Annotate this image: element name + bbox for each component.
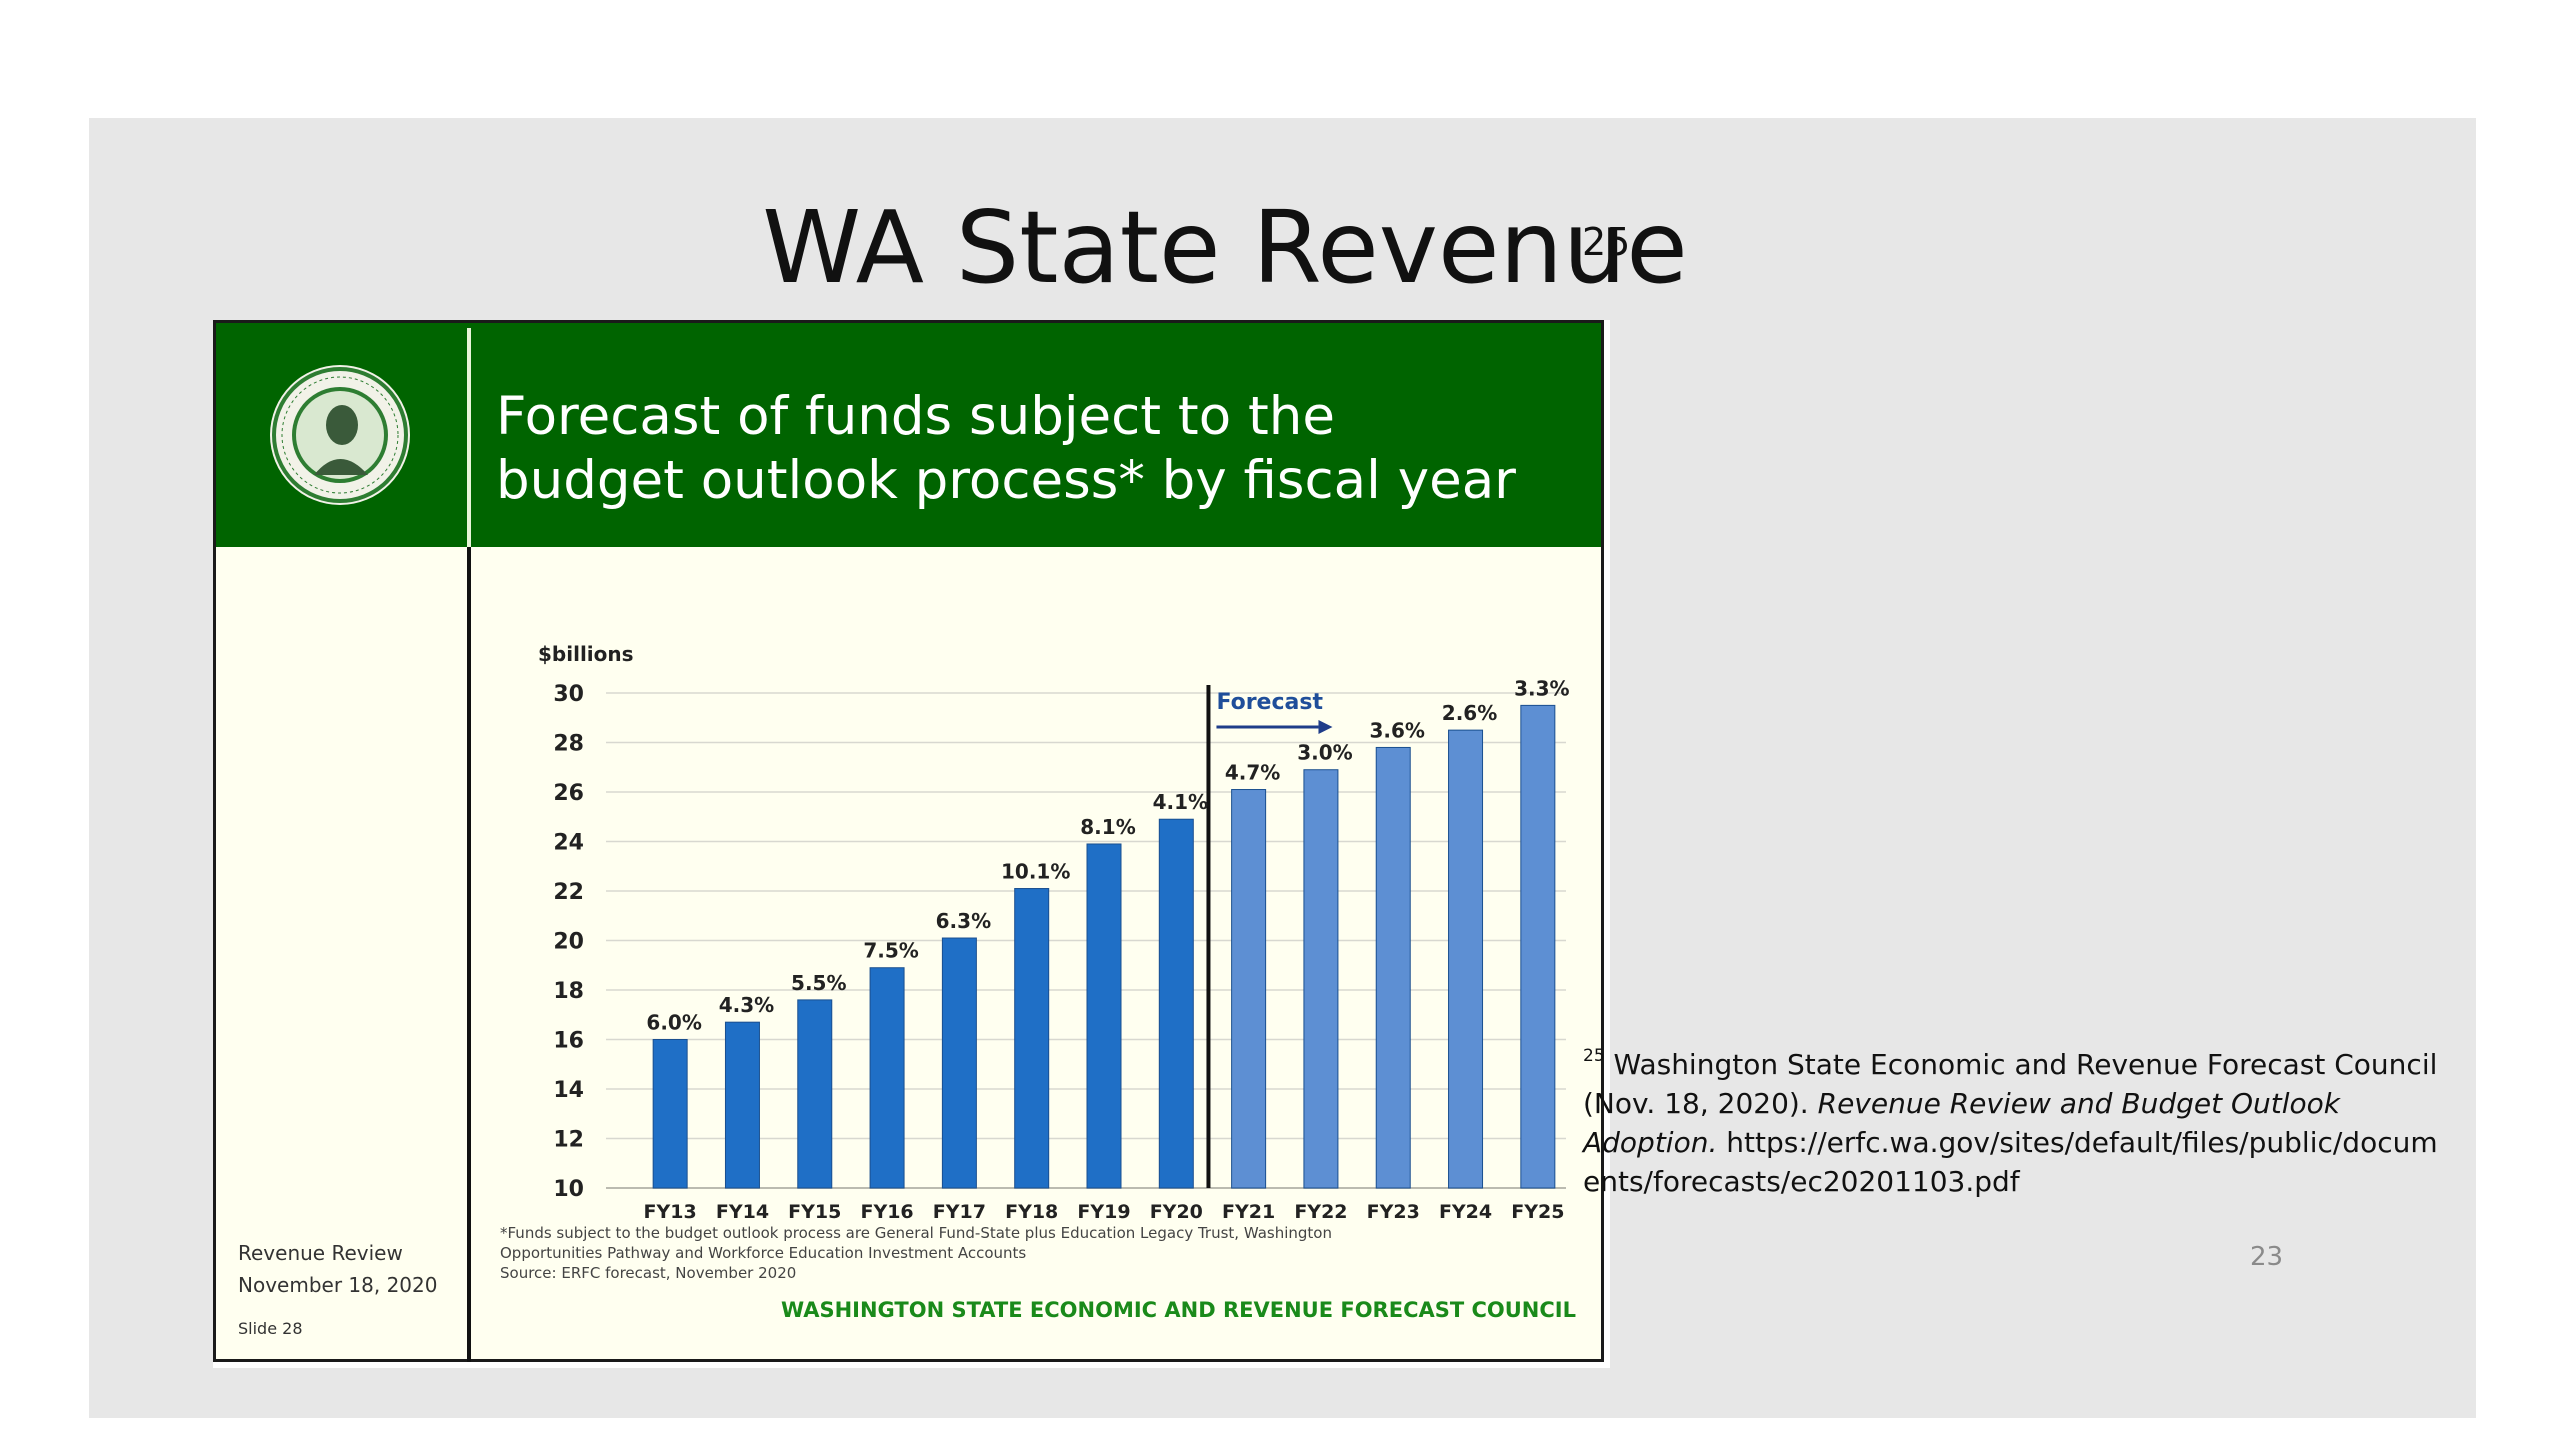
bar-fy16 [869,967,905,1189]
x-tick-label: FY25 [1511,1201,1564,1223]
x-tick-label: FY13 [644,1201,697,1223]
labels: FY13 6.0% FY14 4.3% FY15 5.5% FY16 7.5% FY17 6.3%… [644,676,1570,1223]
bar-fy17 [941,937,977,1189]
chart-footnote: *Funds subject to the budget outlook pro… [500,1224,1332,1282]
x-tick-label: FY15 [788,1201,841,1223]
side-divider [467,547,471,1362]
reference-number: 25 [1582,220,1631,264]
bar-fy19 [1086,843,1122,1189]
slide-title: WA State Revenue [762,189,1688,306]
review-title: Revenue Review [238,1241,403,1265]
y-tick-label: 28 [553,732,584,757]
growth-label: 5.5% [791,971,846,995]
y-tick-label: 16 [553,1029,584,1054]
bar-fy15 [797,999,833,1189]
bar-fy14 [724,1021,760,1189]
banner-divider [467,328,471,547]
citation-url[interactable]: https://erfc.wa.gov/sites/default/files/… [1583,1126,2438,1198]
y-tick-label: 26 [553,781,584,806]
title-banner: Forecast of funds subject to the budget … [216,323,1601,547]
growth-label: 3.3% [1514,676,1569,700]
growth-label: 2.6% [1442,701,1497,725]
bars [652,704,1556,1189]
growth-label: 3.0% [1297,741,1352,765]
growth-label: 3.6% [1369,718,1424,742]
x-tick-label: FY24 [1439,1201,1492,1223]
y-tick-label: 30 [553,682,584,707]
bar-fy24 [1448,729,1484,1189]
y-tick-label: 18 [553,979,584,1004]
y-tick-label: 22 [553,880,584,905]
y-tick-label: 24 [553,831,584,856]
x-tick-label: FY19 [1077,1201,1130,1223]
forecast-label: Forecast [1216,690,1323,715]
bar-chart: $billions 10 12 14 16 18 20 22 24 26 28 30 FY13 6.0%… [538,642,1570,1223]
growth-label: 6.3% [936,909,991,933]
bar-fy22 [1303,769,1339,1189]
embedded-slide-panel: Forecast of funds subject to the budget … [213,320,1604,1362]
bar-fy13 [652,1039,688,1189]
bar-fy20 [1158,818,1194,1189]
growth-label: 6.0% [646,1011,701,1035]
state-seal-icon [270,365,410,505]
bar-fy21 [1231,789,1267,1189]
review-date: November 18, 2020 [238,1273,438,1297]
x-tick-label: FY14 [716,1201,769,1223]
y-tick-label: 14 [553,1078,584,1103]
bar-fy25 [1520,704,1556,1189]
x-tick-label: FY21 [1222,1201,1275,1223]
citation: 25 Washington State Economic and Revenue… [1583,1045,2443,1201]
growth-label: 4.7% [1225,761,1280,785]
y-tick-label: 10 [553,1177,584,1202]
x-tick-label: FY18 [1005,1201,1058,1223]
forecast-arrowhead-icon [1318,720,1333,734]
x-tick-label: FY23 [1367,1201,1420,1223]
embedded-slide-image: Forecast of funds subject to the budget … [213,320,1610,1368]
growth-label: 8.1% [1080,815,1135,839]
citation-superscript: 25 [1583,1046,1605,1066]
chart-title: Forecast of funds subject to the budget … [496,386,1516,511]
y-axis-label: $billions [538,642,634,666]
citation-text: Washington State Economic and Revenue Fo… [1583,1048,2438,1120]
x-tick-label: FY16 [860,1201,913,1223]
x-tick-label: FY17 [933,1201,986,1223]
growth-label: 4.1% [1153,790,1208,814]
slide-label: Slide 28 [238,1319,303,1338]
council-name: WASHINGTON STATE ECONOMIC AND REVENUE FO… [781,1298,1576,1322]
citation-title: Revenue Review and Budget Outlook Adopti… [1583,1087,2340,1159]
axes: $billions 10 12 14 16 18 20 22 24 26 28 30 [538,642,1566,1202]
x-tick-label: FY22 [1294,1201,1347,1223]
y-tick-label: 20 [553,930,584,955]
growth-label: 7.5% [863,939,918,963]
y-tick-label: 12 [553,1128,584,1153]
growth-label: 4.3% [719,993,774,1017]
bar-fy23 [1375,746,1411,1189]
growth-label: 10.1% [1001,860,1070,884]
slide-number: 23 [2250,1242,2284,1272]
x-tick-label: FY20 [1150,1201,1203,1223]
bar-fy18 [1014,888,1050,1189]
